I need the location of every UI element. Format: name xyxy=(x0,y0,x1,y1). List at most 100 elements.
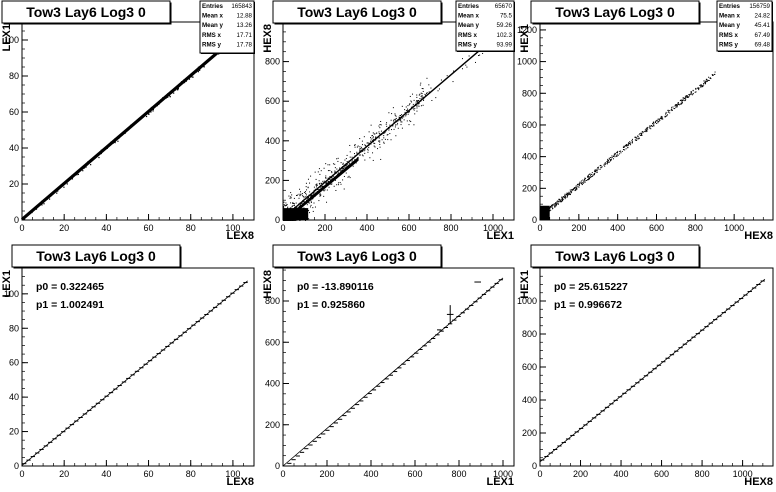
data-point xyxy=(364,145,366,147)
data-point xyxy=(615,155,617,157)
data-point xyxy=(336,168,338,170)
data-point xyxy=(292,202,294,204)
stats-label: Mean x xyxy=(458,13,480,20)
data-point xyxy=(435,97,437,99)
y-tick-label: 20 xyxy=(9,179,19,189)
data-point xyxy=(553,203,555,205)
data-point xyxy=(695,88,697,90)
data-point xyxy=(677,104,679,106)
data-point xyxy=(572,189,574,191)
data-point xyxy=(323,180,325,182)
data-point xyxy=(371,135,373,137)
data-point xyxy=(607,159,609,161)
data-point xyxy=(565,194,567,196)
y-tick-label: 200 xyxy=(265,175,280,185)
data-point xyxy=(31,211,33,214)
data-point xyxy=(579,181,581,183)
data-point xyxy=(293,204,295,206)
data-point xyxy=(680,102,682,104)
data-point xyxy=(684,97,686,99)
data-point xyxy=(610,159,612,161)
data-point xyxy=(482,52,484,54)
data-point xyxy=(680,103,682,105)
x-tick-label: 200 xyxy=(319,469,334,479)
data-point xyxy=(611,155,613,157)
data-point xyxy=(205,60,207,63)
data-point xyxy=(368,142,370,144)
data-point xyxy=(714,71,716,73)
data-point xyxy=(345,165,347,167)
x-tick-label: 1000 xyxy=(724,223,744,233)
data-point xyxy=(308,196,310,198)
data-point xyxy=(310,195,312,197)
y-tick-label: 60 xyxy=(9,358,19,368)
data-point xyxy=(606,162,608,164)
data-point xyxy=(628,142,630,144)
data-point xyxy=(319,173,321,175)
data-point xyxy=(570,192,572,194)
axes: 0 200 400 600 800 1000 0 200 400 600 800 xyxy=(265,21,515,233)
data-core xyxy=(540,205,550,220)
x-tick-label: 200 xyxy=(317,223,332,233)
data-point xyxy=(645,131,647,133)
data-point xyxy=(183,79,185,81)
chart-title: Tow3 Lay6 Log3 0 xyxy=(36,248,156,264)
data-point xyxy=(668,110,670,112)
data-point xyxy=(650,125,652,127)
data-point xyxy=(559,201,561,203)
stats-label: RMS x xyxy=(202,32,221,39)
data-point xyxy=(370,124,372,126)
data-point xyxy=(112,142,114,144)
data-point xyxy=(416,94,418,96)
data-point xyxy=(193,71,195,74)
data-point xyxy=(317,189,319,191)
data-point xyxy=(378,133,380,135)
data-point xyxy=(560,201,562,203)
title-box xyxy=(272,244,442,268)
data-point xyxy=(400,115,402,117)
data-point xyxy=(317,171,319,173)
data-point xyxy=(589,173,591,175)
data-point xyxy=(363,150,365,152)
data-point xyxy=(293,203,295,205)
data-point xyxy=(314,206,316,208)
data-point xyxy=(559,199,561,201)
data-point xyxy=(418,94,420,96)
data-point xyxy=(389,124,391,126)
data-point xyxy=(677,102,679,104)
data-point xyxy=(414,103,416,105)
chart-panel: 0 200 400 600 800 100002004006008001000HEX8HE… xyxy=(517,244,774,488)
data-point xyxy=(588,176,590,178)
data-point xyxy=(388,112,390,114)
data-point xyxy=(641,134,643,136)
data-point xyxy=(177,88,179,90)
data-point xyxy=(416,101,418,103)
data-point xyxy=(566,195,568,197)
data-point xyxy=(688,94,690,96)
data-point xyxy=(655,120,657,122)
data-point xyxy=(316,184,318,186)
stats-label: RMS y xyxy=(202,41,221,48)
chart-title: Tow3 Lay6 Log3 0 xyxy=(26,4,146,20)
data-point xyxy=(614,152,616,154)
y-tick-label: 40 xyxy=(9,143,19,153)
data-point xyxy=(550,206,552,208)
data-point xyxy=(579,182,581,184)
data-point xyxy=(361,150,363,152)
data-point xyxy=(366,142,368,144)
data-point xyxy=(669,110,671,112)
data-point xyxy=(624,149,626,151)
y-tick-label: 0 xyxy=(275,461,280,471)
data-point xyxy=(407,105,409,107)
data-point xyxy=(334,172,336,174)
data-point xyxy=(698,88,700,90)
data-point xyxy=(676,106,678,108)
y-axis-label: HEX8 xyxy=(262,24,274,53)
data-point xyxy=(627,147,629,149)
data-point xyxy=(177,87,179,89)
y-tick-label: 200 xyxy=(265,420,280,430)
data-point xyxy=(588,178,590,180)
stats-value: 45.41 xyxy=(755,22,771,29)
data-point xyxy=(666,115,668,117)
data-point xyxy=(426,92,428,94)
